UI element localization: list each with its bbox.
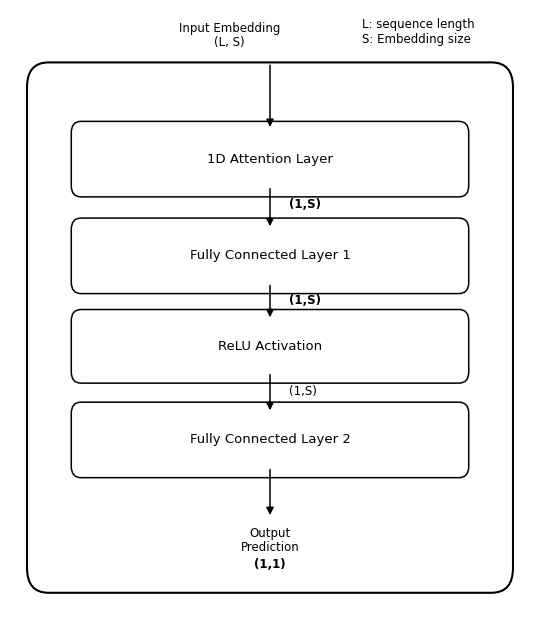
Text: (1,S): (1,S) (289, 295, 321, 307)
FancyBboxPatch shape (71, 121, 469, 197)
FancyBboxPatch shape (71, 402, 469, 478)
Text: Prediction: Prediction (241, 542, 299, 554)
Text: Input Embedding: Input Embedding (179, 22, 280, 34)
Text: L: sequence length: L: sequence length (362, 19, 475, 31)
FancyBboxPatch shape (71, 218, 469, 294)
Text: (L, S): (L, S) (214, 36, 245, 49)
Text: Fully Connected Layer 2: Fully Connected Layer 2 (190, 434, 350, 446)
FancyBboxPatch shape (71, 310, 469, 383)
Text: ReLU Activation: ReLU Activation (218, 340, 322, 353)
Text: 1D Attention Layer: 1D Attention Layer (207, 153, 333, 165)
Text: (1,S): (1,S) (289, 385, 317, 397)
Text: Output: Output (249, 527, 291, 540)
Text: (1,1): (1,1) (254, 558, 286, 570)
Text: S: Embedding size: S: Embedding size (362, 33, 471, 46)
Text: Fully Connected Layer 1: Fully Connected Layer 1 (190, 250, 350, 262)
Text: (1,S): (1,S) (289, 198, 321, 211)
FancyBboxPatch shape (27, 62, 513, 593)
